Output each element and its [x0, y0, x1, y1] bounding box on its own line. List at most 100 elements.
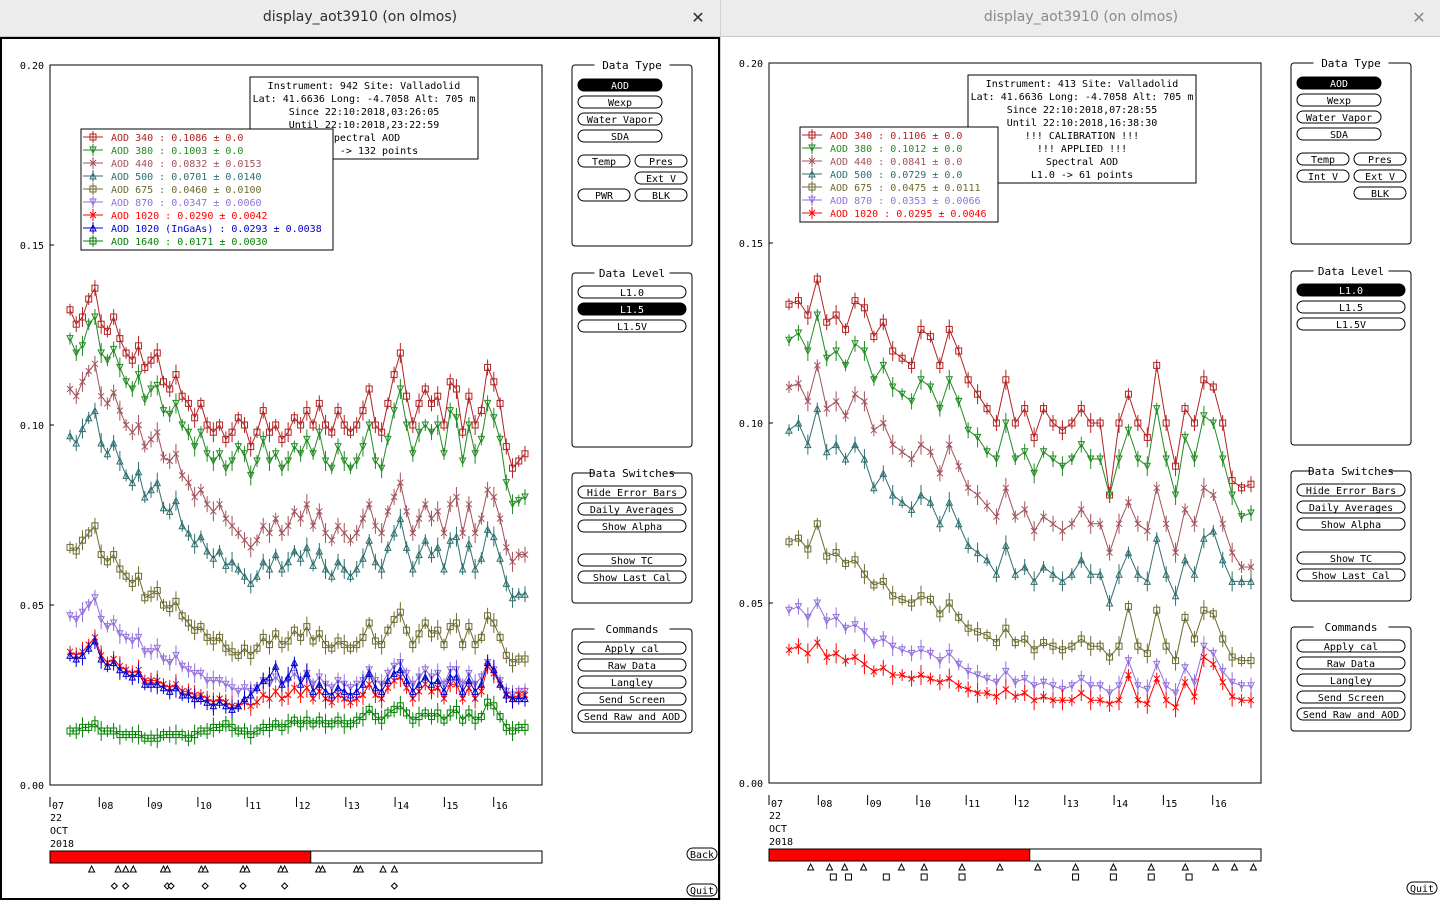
ext-v-button[interactable]: Ext V [634, 171, 688, 185]
send-screen-button-label[interactable]: Send Screen [599, 695, 665, 706]
daily-averages-button[interactable]: Daily Averages [577, 502, 687, 516]
wexp-button-frame[interactable] [1296, 93, 1382, 107]
l10-button-label[interactable]: L1.0 [1339, 286, 1363, 297]
quit-button[interactable]: Quit [1406, 881, 1438, 895]
water-vapor-button-label[interactable]: Water Vapor [587, 115, 653, 126]
pwr-button[interactable]: PWR [577, 188, 631, 202]
l15v-button[interactable]: L1.5V [1296, 317, 1406, 331]
ext-v-button-label[interactable]: Ext V [646, 174, 676, 185]
pres-button-label[interactable]: Pres [1368, 155, 1392, 166]
close-icon[interactable]: ✕ [1412, 8, 1426, 27]
sda-button-frame[interactable] [577, 129, 663, 143]
aod-button-label[interactable]: AOD [1330, 79, 1348, 90]
raw-data-button-label[interactable]: Raw Data [1327, 659, 1375, 670]
int-v-button-label[interactable]: Int V [1308, 172, 1338, 183]
show-alpha-button-label[interactable]: Show Alpha [602, 522, 662, 533]
apply-cal-button-frame[interactable] [577, 641, 687, 655]
wexp-button-label[interactable]: Wexp [1327, 96, 1351, 107]
l15v-button[interactable]: L1.5V [577, 319, 687, 333]
hide-error-bars-button-frame[interactable] [577, 485, 687, 499]
l15v-button-label[interactable]: L1.5V [617, 322, 647, 333]
apply-cal-button[interactable]: Apply cal [1296, 639, 1406, 653]
sda-button[interactable]: SDA [577, 129, 663, 143]
daily-averages-button-frame[interactable] [577, 502, 687, 516]
l15v-button-frame[interactable] [577, 319, 687, 333]
water-vapor-button[interactable]: Water Vapor [1296, 110, 1382, 124]
blk-button[interactable]: BLK [634, 188, 688, 202]
quit-button-frame[interactable] [1406, 881, 1438, 895]
hide-error-bars-button[interactable]: Hide Error Bars [1296, 483, 1406, 497]
back-button[interactable]: Back [686, 847, 718, 861]
temp-button-frame[interactable] [577, 154, 631, 168]
show-alpha-button[interactable]: Show Alpha [577, 519, 687, 533]
raw-data-button-label[interactable]: Raw Data [608, 661, 656, 672]
hide-error-bars-button[interactable]: Hide Error Bars [577, 485, 687, 499]
daily-averages-button-frame[interactable] [1296, 500, 1406, 514]
send-screen-button-label[interactable]: Send Screen [1318, 693, 1384, 704]
temp-button[interactable]: Temp [1296, 152, 1350, 166]
l15-button-label[interactable]: L1.5 [620, 305, 644, 316]
ext-v-button-frame[interactable] [1353, 169, 1407, 183]
titlebar[interactable]: display_aot3910 (on olmos) ✕ [0, 0, 720, 37]
pres-button[interactable]: Pres [634, 154, 688, 168]
apply-cal-button-frame[interactable] [1296, 639, 1406, 653]
send-raw-and-aod-button-frame[interactable] [1296, 707, 1406, 721]
pres-button-frame[interactable] [1353, 152, 1407, 166]
raw-data-button-frame[interactable] [1296, 656, 1406, 670]
quit-button-label[interactable]: Quit [1410, 884, 1434, 895]
langley-button-frame[interactable] [577, 675, 687, 689]
send-raw-and-aod-button[interactable]: Send Raw and AOD [577, 709, 687, 723]
sda-button-label[interactable]: SDA [611, 132, 629, 143]
send-raw-and-aod-button-frame[interactable] [577, 709, 687, 723]
show-last-cal-button-frame[interactable] [1296, 568, 1406, 582]
show-alpha-button[interactable]: Show Alpha [1296, 517, 1406, 531]
ext-v-button-label[interactable]: Ext V [1365, 172, 1395, 183]
l15v-button-label[interactable]: L1.5V [1336, 320, 1366, 331]
pres-button-label[interactable]: Pres [649, 157, 673, 168]
l10-button-frame[interactable] [1296, 283, 1406, 297]
langley-button-frame[interactable] [1296, 673, 1406, 687]
send-raw-and-aod-button-label[interactable]: Send Raw and AOD [1303, 710, 1399, 721]
send-screen-button-frame[interactable] [577, 692, 687, 706]
temp-button[interactable]: Temp [577, 154, 631, 168]
apply-cal-button[interactable]: Apply cal [577, 641, 687, 655]
quit-button-label[interactable]: Quit [690, 886, 714, 897]
send-screen-button[interactable]: Send Screen [1296, 690, 1406, 704]
show-alpha-button-frame[interactable] [1296, 517, 1406, 531]
l15-button-label[interactable]: L1.5 [1339, 303, 1363, 314]
l15-button[interactable]: L1.5 [1296, 300, 1406, 314]
l15-button[interactable]: L1.5 [577, 302, 687, 316]
blk-button-frame[interactable] [1353, 186, 1407, 200]
langley-button-label[interactable]: Langley [1330, 676, 1372, 687]
close-icon[interactable]: ✕ [691, 8, 705, 27]
show-alpha-button-frame[interactable] [577, 519, 687, 533]
l15-button-frame[interactable] [1296, 300, 1406, 314]
wexp-button-frame[interactable] [577, 95, 663, 109]
sda-button[interactable]: SDA [1296, 127, 1382, 141]
blk-button-frame[interactable] [634, 188, 688, 202]
show-tc-button-frame[interactable] [577, 553, 687, 567]
send-raw-and-aod-button-label[interactable]: Send Raw and AOD [584, 712, 680, 723]
sda-button-frame[interactable] [1296, 127, 1382, 141]
hide-error-bars-button-label[interactable]: Hide Error Bars [1306, 486, 1396, 497]
show-last-cal-button[interactable]: Show Last Cal [1296, 568, 1406, 582]
int-v-button[interactable]: Int V [1296, 169, 1350, 183]
show-last-cal-button-label[interactable]: Show Last Cal [1312, 571, 1390, 582]
raw-data-button[interactable]: Raw Data [577, 658, 687, 672]
aod-button-frame[interactable] [1296, 76, 1382, 90]
show-last-cal-button-label[interactable]: Show Last Cal [593, 573, 671, 584]
wexp-button-label[interactable]: Wexp [608, 98, 632, 109]
ext-v-button[interactable]: Ext V [1353, 169, 1407, 183]
temp-button-label[interactable]: Temp [592, 157, 616, 168]
pres-button-frame[interactable] [634, 154, 688, 168]
daily-averages-button-label[interactable]: Daily Averages [590, 505, 674, 516]
sda-button-label[interactable]: SDA [1330, 130, 1348, 141]
daily-averages-button-label[interactable]: Daily Averages [1309, 503, 1393, 514]
langley-button[interactable]: Langley [1296, 673, 1406, 687]
wexp-button[interactable]: Wexp [1296, 93, 1382, 107]
blk-button[interactable]: BLK [1353, 186, 1407, 200]
blk-button-label[interactable]: BLK [1371, 189, 1389, 200]
l10-button[interactable]: L1.0 [577, 285, 687, 299]
hide-error-bars-button-label[interactable]: Hide Error Bars [587, 488, 677, 499]
wexp-button[interactable]: Wexp [577, 95, 663, 109]
